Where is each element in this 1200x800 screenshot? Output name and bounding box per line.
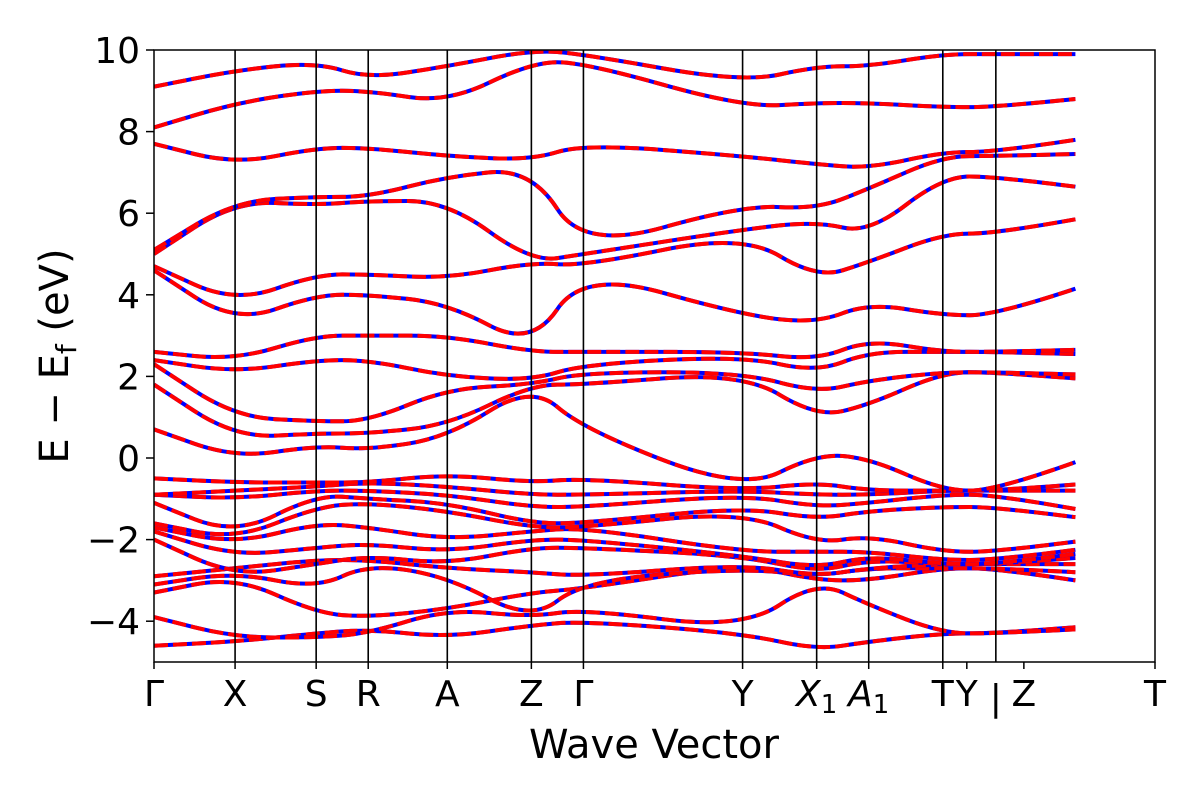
band-23 <box>154 137 1076 169</box>
band-14 <box>154 394 1077 493</box>
band-17-wannier-line <box>154 349 1076 381</box>
band-24-wannier-line <box>154 60 1076 130</box>
band-9 <box>154 502 1076 554</box>
y-axis-title-main: E − E <box>32 354 78 464</box>
x-tick-label-6: Γ <box>573 674 593 715</box>
y-axis: −4 −2 0 2 4 6 8 10 <box>87 31 154 643</box>
band-13 <box>154 474 1076 493</box>
band-16 <box>154 362 1076 424</box>
band-25 <box>154 50 1076 89</box>
band-14-wannier-line <box>154 394 1077 493</box>
x-tick-label-0: Γ <box>144 674 164 715</box>
band-16-wannier-line <box>154 362 1076 424</box>
band-15-wannier-line <box>154 370 1076 438</box>
band-4-wannier-line <box>154 566 1076 613</box>
band-20-wannier-line <box>154 217 1076 297</box>
x-tick-label-8: X1 <box>794 674 837 720</box>
y-tick-label-7: 10 <box>94 31 140 72</box>
x-tick-label-14: T <box>1143 674 1167 715</box>
x-tick-label-1: X <box>223 674 248 715</box>
y-tick-label-3: 2 <box>117 357 140 398</box>
y-axis-title-subscript: f <box>50 343 83 354</box>
x-tick-label-13: Z <box>1012 674 1037 715</box>
band-10-wannier-line <box>154 494 1076 529</box>
band-19-wannier-line <box>154 268 1077 336</box>
band-18 <box>154 333 1076 360</box>
band-23-wannier-line <box>154 137 1076 169</box>
kpoint-separators <box>234 50 997 662</box>
y-tick-label-5: 6 <box>117 194 140 235</box>
y-tick-label-4: 4 <box>117 276 140 317</box>
bands-layer <box>154 50 1077 650</box>
x-tick-label-12: | <box>990 678 1002 719</box>
band-7 <box>154 529 1076 568</box>
y-tick-label-6: 8 <box>117 113 140 154</box>
y-tick-label-2: 0 <box>117 439 140 480</box>
x-tick-label-2: S <box>305 674 328 715</box>
band-20 <box>154 217 1076 297</box>
x-tick-label-9: A1 <box>846 674 889 720</box>
band-10 <box>154 494 1076 529</box>
x-axis-title: Wave Vector <box>529 722 780 768</box>
band-22-wannier-line <box>154 152 1076 252</box>
band-24 <box>154 60 1076 130</box>
band-25-wannier-line <box>154 50 1076 89</box>
svg-text:E − Ef (eV): E − Ef (eV) <box>32 248 83 463</box>
x-axis: Γ X S R A Z Γ Y X1 A1 T Y | Z T <box>144 662 1167 720</box>
band-19 <box>154 268 1077 336</box>
plot-area <box>153 49 1156 663</box>
y-axis-title-unit: (eV) <box>32 248 78 344</box>
band-9-wannier-line <box>154 502 1076 554</box>
band-1 <box>154 620 1076 650</box>
x-tick-label-3: R <box>356 674 381 715</box>
band-4 <box>154 566 1076 613</box>
x-tick-label-11: Y <box>955 674 979 715</box>
band-8-wannier-line <box>154 523 1076 562</box>
band-18-wannier-line <box>154 333 1076 360</box>
y-tick-label-0: −4 <box>87 602 140 643</box>
band-21-wannier-line <box>154 174 1076 261</box>
band-7-wannier-line <box>154 529 1076 568</box>
plot-frame <box>153 49 1156 663</box>
band-22 <box>154 152 1076 252</box>
x-tick-label-10: T <box>931 674 955 715</box>
band-1-wannier-line <box>154 620 1076 650</box>
y-tick-label-1: −2 <box>87 521 140 562</box>
band-8 <box>154 523 1076 562</box>
band-2-wannier-line <box>154 586 1076 640</box>
x-tick-label-4: A <box>435 674 460 715</box>
x-tick-label-7: Y <box>731 674 755 715</box>
band-11 <box>154 488 1076 511</box>
band-13-wannier-line <box>154 474 1076 493</box>
x-tick-label-5: Z <box>519 674 544 715</box>
band-2 <box>154 586 1076 640</box>
band-17 <box>154 349 1076 381</box>
band-21 <box>154 174 1076 261</box>
y-axis-title: E − Ef (eV) <box>32 248 83 463</box>
band-11-wannier-line <box>154 488 1076 511</box>
band-15 <box>154 370 1076 438</box>
